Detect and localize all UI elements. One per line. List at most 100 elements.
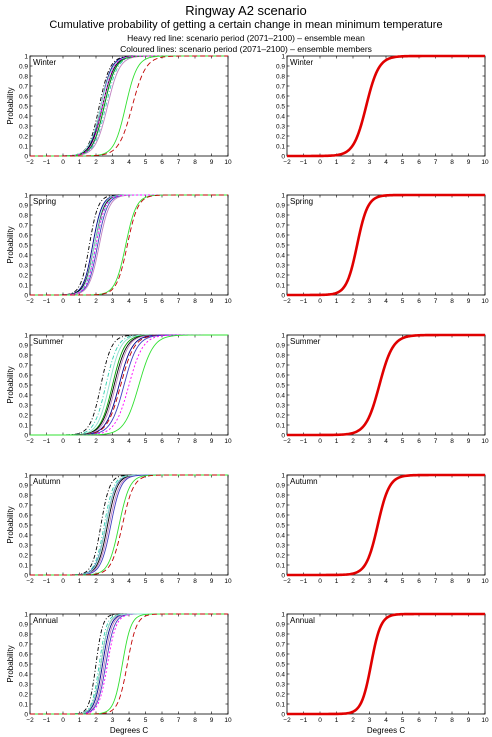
y-tick-label: 0.7: [19, 362, 28, 369]
x-tick-label: 3: [111, 298, 115, 305]
y-tick-label: 0.5: [19, 522, 28, 529]
y-tick-label: 0.6: [276, 232, 285, 239]
x-tick-label: −2: [283, 298, 291, 305]
y-tick-label: 0.6: [19, 372, 28, 379]
x-tick-label: 9: [467, 159, 471, 166]
y-tick-label: 0: [24, 572, 28, 579]
x-tick-label: 9: [467, 438, 471, 445]
series-line-member: [30, 55, 228, 157]
x-tick-label: −1: [300, 717, 308, 724]
x-tick-label: 2: [351, 438, 355, 445]
x-tick-label: −1: [300, 159, 308, 166]
x-tick-label: 1: [78, 298, 82, 305]
y-tick-label: 0: [24, 153, 28, 160]
x-tick-label: 2: [94, 717, 98, 724]
y-tick-label: 0.7: [19, 502, 28, 509]
plot-frame: [286, 194, 486, 296]
y-tick-label: 0: [281, 711, 285, 718]
y-tick-label: 0.9: [19, 63, 28, 70]
x-tick-label: 4: [384, 438, 388, 445]
x-tick-label: 6: [417, 298, 421, 305]
plot-frame: [29, 194, 229, 296]
series-line-member: [30, 474, 228, 576]
panel-autumn-mean: −2 −1 0 1 2 3 4 5 6 7 8 9 10 0 0.1 0.2 0.3 0.4 0.5 0.6 0.7 0.…: [276, 472, 489, 585]
series-line-member: [30, 613, 228, 715]
y-tick-label: 0.8: [276, 352, 285, 359]
y-tick-label: 0: [281, 572, 285, 579]
series-line-member: [30, 55, 228, 157]
y-tick-label: 0.4: [276, 113, 285, 120]
series-line-member: [30, 474, 228, 576]
x-tick-label: 5: [401, 159, 405, 166]
y-axis-label: Probability: [6, 87, 15, 124]
season-label: Spring: [290, 197, 313, 206]
y-axis-label: Probability: [6, 645, 15, 682]
x-tick-label: 3: [368, 717, 372, 724]
x-tick-label: 0: [61, 159, 65, 166]
x-tick-label: −2: [283, 159, 291, 166]
x-tick-label: 4: [127, 159, 131, 166]
y-tick-label: 0.9: [276, 482, 285, 489]
y-tick-label: 0.8: [19, 73, 28, 80]
series-line-member: [30, 194, 228, 296]
panel-annual-mean: −2 −1 0 1 2 3 4 5 6 7 8 9 10 0 0.1 0.2 0.3 0.4 0.5 0.6 0.7 0.…: [276, 611, 489, 735]
x-tick-label: 2: [351, 578, 355, 585]
panel-spring-members: −2 −1 0 1 2 3 4 5 6 7 8 9 10 0 0.1 0.2 0.3 0.4 0.5 0.6 0.7 0.…: [6, 192, 232, 305]
y-tick-label: 1: [24, 611, 28, 618]
y-tick-label: 0.5: [19, 242, 28, 249]
x-tick-label: 10: [224, 578, 232, 585]
y-tick-label: 0.1: [276, 701, 285, 708]
x-tick-label: 2: [94, 298, 98, 305]
y-tick-label: 0.1: [19, 422, 28, 429]
y-tick-label: 0.2: [276, 133, 285, 140]
y-tick-label: 0: [281, 153, 285, 160]
x-tick-label: 0: [61, 438, 65, 445]
series-line-member: [30, 55, 228, 157]
x-tick-label: 9: [467, 578, 471, 585]
x-tick-label: 1: [335, 578, 339, 585]
series-line-member: [30, 613, 228, 715]
x-tick-label: −2: [26, 298, 34, 305]
x-tick-label: 2: [351, 159, 355, 166]
season-label: Winter: [290, 58, 313, 67]
y-tick-label: 0.7: [19, 222, 28, 229]
y-tick-label: 0.3: [276, 402, 285, 409]
x-tick-label: 7: [434, 578, 438, 585]
x-tick-label: 4: [127, 578, 131, 585]
season-label: Summer: [33, 337, 64, 346]
y-tick-label: 0.3: [19, 123, 28, 130]
series-line-ensemble-mean: [287, 193, 485, 297]
x-tick-label: 8: [193, 159, 197, 166]
y-tick-label: 0.8: [19, 492, 28, 499]
x-tick-label: 5: [144, 159, 148, 166]
y-tick-label: 0.6: [19, 651, 28, 658]
x-tick-label: 9: [467, 298, 471, 305]
y-tick-label: 0.3: [276, 542, 285, 549]
y-tick-label: 0.9: [276, 202, 285, 209]
x-tick-label: 2: [94, 438, 98, 445]
y-tick-label: 0.1: [19, 282, 28, 289]
y-tick-label: 1: [281, 53, 285, 60]
x-tick-label: 8: [450, 578, 454, 585]
y-tick-label: 1: [24, 53, 28, 60]
x-tick-label: −1: [43, 159, 51, 166]
y-tick-label: 0.6: [19, 93, 28, 100]
x-tick-label: 5: [401, 578, 405, 585]
y-tick-label: 0.9: [19, 482, 28, 489]
x-tick-label: 3: [368, 578, 372, 585]
x-tick-label: 0: [318, 717, 322, 724]
series-line-member: [30, 613, 228, 715]
series-line-member: [30, 194, 228, 296]
x-tick-label: 10: [224, 298, 232, 305]
series-line-member: [30, 474, 228, 576]
y-tick-label: 0.5: [19, 382, 28, 389]
y-tick-label: 0.9: [276, 342, 285, 349]
x-tick-label: −2: [283, 578, 291, 585]
y-tick-label: 0.3: [276, 262, 285, 269]
series-line-member: [30, 613, 228, 715]
y-tick-label: 0.5: [19, 103, 28, 110]
x-tick-label: 9: [210, 159, 214, 166]
x-tick-label: 1: [78, 578, 82, 585]
panel-winter-mean: −2 −1 0 1 2 3 4 5 6 7 8 9 10 0 0.1 0.2 0.3 0.4 0.5 0.6 0.7 0.…: [276, 53, 489, 166]
x-tick-label: 4: [127, 438, 131, 445]
